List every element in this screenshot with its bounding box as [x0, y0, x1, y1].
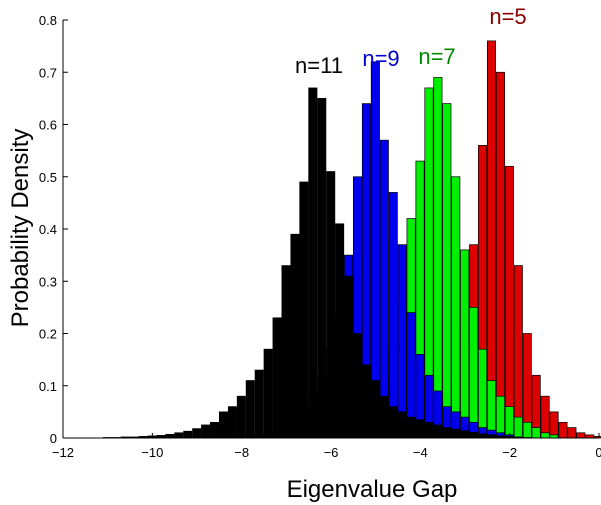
y-tick-label: 0.6	[39, 118, 57, 133]
x-axis-label: Eigenvalue Gap	[287, 476, 458, 503]
bar	[254, 369, 264, 439]
y-tick-label: 0.2	[39, 327, 57, 342]
bar	[388, 192, 398, 439]
bar	[486, 380, 497, 439]
series-label-n-5: n=5	[489, 4, 526, 29]
bar	[370, 380, 380, 439]
bar	[263, 348, 273, 439]
bar	[442, 103, 452, 439]
bar	[201, 424, 211, 439]
bar	[192, 428, 202, 439]
bar	[460, 249, 470, 439]
bar	[478, 433, 488, 439]
bar	[406, 416, 416, 439]
bar	[317, 98, 327, 439]
bar	[469, 431, 479, 439]
bar	[272, 317, 282, 439]
bar	[290, 233, 300, 439]
bar	[210, 421, 220, 439]
series-label-n-9: n=9	[362, 46, 399, 71]
bar	[451, 176, 461, 439]
y-tick-label: 0.5	[39, 170, 57, 185]
y-tick-label: 0.3	[39, 274, 57, 289]
bar	[361, 364, 371, 439]
y-tick-label: 0	[50, 431, 57, 446]
y-tick-label: 0.1	[39, 379, 57, 394]
bar	[424, 421, 434, 439]
x-tick-label: −2	[502, 445, 517, 460]
bar	[397, 411, 407, 439]
bar	[236, 395, 246, 439]
bar	[504, 165, 514, 439]
bar	[433, 424, 443, 439]
series-label-n-7: n=7	[418, 44, 455, 69]
bar	[558, 421, 568, 439]
bar	[442, 427, 452, 439]
bar	[469, 307, 479, 439]
bars-layer	[102, 40, 601, 439]
bar	[576, 432, 586, 439]
y-tick-label: 0.7	[39, 65, 57, 80]
bar	[433, 77, 443, 439]
bar	[218, 411, 229, 439]
bar	[522, 421, 532, 439]
bar	[540, 432, 550, 439]
y-tick-label: 0.4	[39, 222, 57, 237]
bar	[352, 333, 363, 439]
bar	[281, 265, 291, 439]
bar	[513, 265, 523, 439]
bar	[531, 427, 541, 439]
x-tick-label: −4	[413, 445, 428, 460]
bar	[388, 406, 398, 439]
bar	[326, 171, 336, 439]
bar	[451, 428, 461, 439]
series-labels-layer: n=5 n=7 n=9 n=11	[295, 4, 527, 78]
bar	[549, 411, 559, 439]
bar	[486, 40, 497, 439]
bar	[245, 380, 255, 439]
bar	[227, 406, 237, 439]
bar	[513, 416, 523, 439]
bar	[460, 430, 470, 439]
x-tick-label: −10	[141, 445, 163, 460]
axes-layer: −12 −10 −8 −6 −4 −2 0 0 0.1 0.2 0.3 0.4 0.5 0.6 0.7 0.8	[39, 13, 601, 460]
bar	[397, 244, 407, 439]
bar	[183, 430, 193, 439]
y-tick-label: 0.8	[39, 13, 57, 28]
bar	[335, 223, 345, 439]
bar	[165, 433, 175, 439]
x-tick-label: −8	[234, 445, 249, 460]
series-label-n-11: n=11	[295, 53, 343, 78]
bar	[540, 395, 550, 439]
bar	[299, 181, 309, 439]
bar	[174, 432, 184, 439]
bar	[379, 139, 389, 439]
y-axis-label: Probability Density	[7, 129, 34, 328]
bar	[495, 71, 505, 439]
bar	[344, 275, 354, 439]
x-tick-label: −12	[52, 445, 74, 460]
x-tick-label: −6	[324, 445, 339, 460]
bar	[379, 395, 389, 439]
x-tick-label: 0	[595, 445, 601, 460]
bar	[478, 348, 488, 439]
bar	[567, 427, 577, 439]
bar	[495, 395, 505, 439]
bar	[308, 87, 318, 439]
